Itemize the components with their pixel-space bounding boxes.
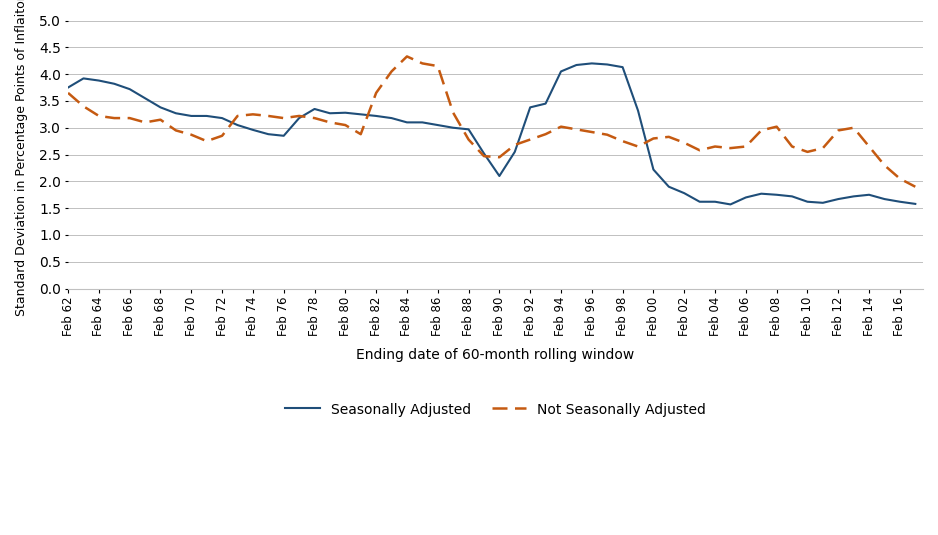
Not Seasonally Adjusted <box>910 184 921 190</box>
Not Seasonally Adjusted <box>63 90 74 96</box>
Seasonally Adjusted <box>910 201 921 207</box>
Not Seasonally Adjusted <box>78 103 89 110</box>
Seasonally Adjusted <box>632 108 643 114</box>
Seasonally Adjusted <box>601 62 613 68</box>
Not Seasonally Adjusted <box>601 132 613 138</box>
Seasonally Adjusted <box>540 101 552 107</box>
Not Seasonally Adjusted <box>401 53 413 59</box>
Not Seasonally Adjusted <box>725 145 736 151</box>
Legend: Seasonally Adjusted, Not Seasonally Adjusted: Seasonally Adjusted, Not Seasonally Adju… <box>280 398 712 423</box>
X-axis label: Ending date of 60-month rolling window: Ending date of 60-month rolling window <box>356 348 635 362</box>
Y-axis label: Standard Deviation in Percentage Points of Inflaiton: Standard Deviation in Percentage Points … <box>15 0 28 316</box>
Seasonally Adjusted <box>63 85 74 91</box>
Seasonally Adjusted <box>371 113 382 119</box>
Seasonally Adjusted <box>725 201 736 208</box>
Line: Seasonally Adjusted: Seasonally Adjusted <box>68 63 915 204</box>
Seasonally Adjusted <box>586 60 598 66</box>
Not Seasonally Adjusted <box>371 90 382 96</box>
Seasonally Adjusted <box>740 194 751 201</box>
Not Seasonally Adjusted <box>555 124 567 130</box>
Line: Not Seasonally Adjusted: Not Seasonally Adjusted <box>68 56 915 187</box>
Seasonally Adjusted <box>78 75 89 82</box>
Not Seasonally Adjusted <box>632 143 643 150</box>
